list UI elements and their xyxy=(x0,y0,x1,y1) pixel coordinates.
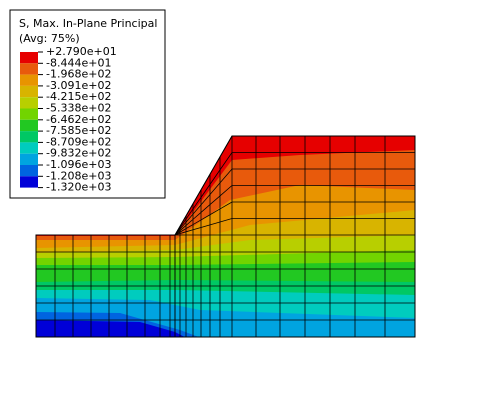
legend-label: +2.790e+01 xyxy=(46,45,117,58)
mesh-line xyxy=(174,218,415,236)
mesh-line xyxy=(174,168,415,236)
legend-label: -6.462e+02 xyxy=(46,113,111,126)
legend-label: -3.091e+02 xyxy=(46,79,111,92)
legend-swatch xyxy=(20,119,38,132)
part-outline xyxy=(35,135,416,338)
legend-swatch xyxy=(20,52,38,64)
legend-label: -5.338e+02 xyxy=(46,102,111,115)
legend-title: S, Max. In-Plane Principal xyxy=(19,17,157,30)
legend-swatch xyxy=(20,142,38,154)
legend-label: -9.832e+02 xyxy=(46,147,111,160)
mesh-line xyxy=(174,185,415,236)
mesh-line xyxy=(174,152,415,236)
legend-label: -1.968e+02 xyxy=(46,68,111,81)
legend-swatch xyxy=(20,74,38,86)
legend-subtitle: (Avg: 75%) xyxy=(19,32,80,45)
legend-swatch xyxy=(20,108,38,120)
legend: +2.790e+01-8.444e+01-1.968e+02-3.091e+02… xyxy=(20,45,117,194)
legend-swatch xyxy=(20,131,38,143)
legend-label: -8.709e+02 xyxy=(46,135,111,148)
mesh-line xyxy=(174,201,415,236)
legend-swatch xyxy=(20,63,38,75)
legend-swatch xyxy=(20,85,38,98)
legend-swatch xyxy=(20,97,38,109)
legend-swatch xyxy=(20,153,38,165)
legend-label: -4.215e+02 xyxy=(46,90,111,103)
legend-label: -8.444e+01 xyxy=(46,56,111,69)
legend-label: -1.320e+03 xyxy=(46,181,111,194)
legend-label: -1.208e+03 xyxy=(46,169,111,182)
legend-swatch xyxy=(20,165,38,177)
legend-label: -7.585e+02 xyxy=(46,124,111,137)
contour-band xyxy=(36,320,415,337)
legend-label: -1.096e+03 xyxy=(46,158,111,171)
legend-swatch xyxy=(20,176,38,188)
